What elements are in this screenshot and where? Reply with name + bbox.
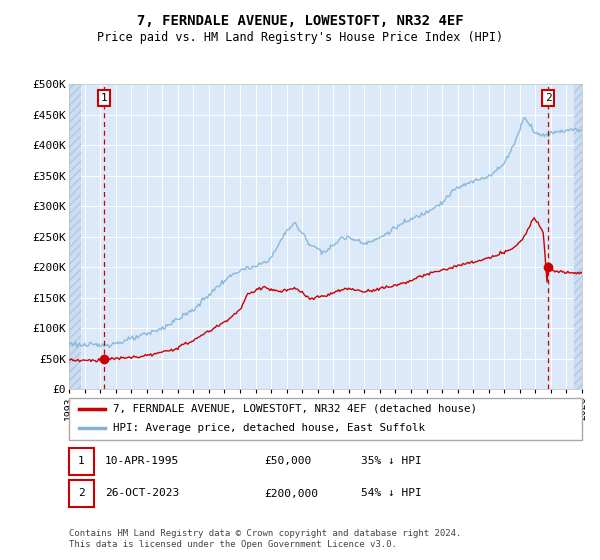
FancyBboxPatch shape [69,448,94,475]
Bar [69,84,80,389]
Text: Contains HM Land Registry data © Crown copyright and database right 2024.
This d: Contains HM Land Registry data © Crown c… [69,529,461,549]
Text: 1: 1 [101,93,107,103]
Text: 7, FERNDALE AVENUE, LOWESTOFT, NR32 4EF (detached house): 7, FERNDALE AVENUE, LOWESTOFT, NR32 4EF … [113,404,476,414]
Text: 7, FERNDALE AVENUE, LOWESTOFT, NR32 4EF: 7, FERNDALE AVENUE, LOWESTOFT, NR32 4EF [137,14,463,28]
Text: 1: 1 [78,456,85,466]
Text: 35% ↓ HPI: 35% ↓ HPI [361,456,422,466]
Text: £50,000: £50,000 [264,456,311,466]
Text: HPI: Average price, detached house, East Suffolk: HPI: Average price, detached house, East… [113,423,425,433]
Text: 2: 2 [545,93,551,103]
Text: 2: 2 [78,488,85,498]
Text: 54% ↓ HPI: 54% ↓ HPI [361,488,422,498]
Text: 10-APR-1995: 10-APR-1995 [105,456,179,466]
Text: Price paid vs. HM Land Registry's House Price Index (HPI): Price paid vs. HM Land Registry's House … [97,31,503,44]
Text: 26-OCT-2023: 26-OCT-2023 [105,488,179,498]
FancyBboxPatch shape [69,480,94,507]
Bar [574,84,582,389]
Text: £200,000: £200,000 [264,488,318,498]
